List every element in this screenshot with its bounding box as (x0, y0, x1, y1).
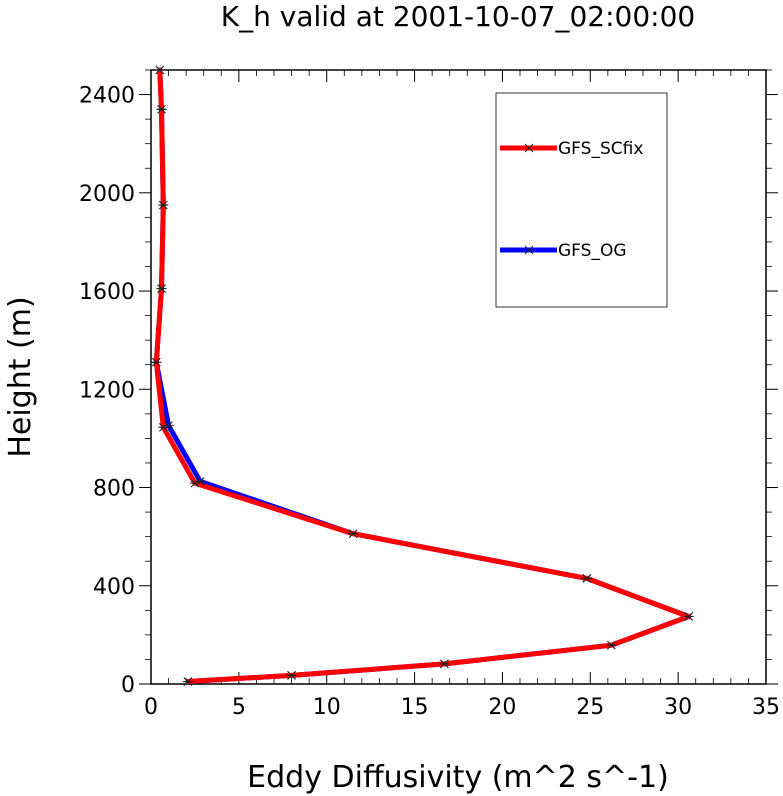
data-point (158, 200, 169, 210)
x-tick-label: 25 (576, 695, 604, 720)
legend-box (495, 92, 668, 308)
data-point (151, 357, 162, 367)
y-axis-label: Height (m) (3, 296, 38, 457)
x-tick-label: 0 (144, 695, 158, 720)
x-tick-label: 10 (313, 695, 341, 720)
legend-label-gfs_scfix: GFS_SCfix (558, 139, 643, 159)
y-tick-label: 0 (121, 673, 135, 698)
axis-ticks (139, 69, 778, 685)
data-point (606, 640, 617, 650)
y-tick-label: 1600 (79, 280, 135, 305)
y-tick-label: 1200 (79, 378, 135, 403)
plot-frame (150, 69, 767, 685)
x-tick-label: 5 (232, 695, 246, 720)
legend: GFS_SCfix GFS_OG (495, 92, 668, 308)
series-markers (151, 65, 694, 686)
data-point (195, 477, 206, 486)
legend-marker (524, 143, 534, 153)
chart-title: K_h valid at 2001-10-07_02:00:00 (221, 0, 695, 33)
data-point (156, 104, 167, 114)
axis-tick-labels: 0 5 10 15 20 25 30 35 0 400 800 1200 1600 2000 2400 (79, 84, 780, 720)
data-point (581, 574, 592, 583)
x-tick-label: 30 (664, 695, 692, 720)
series-line-gfs_og (153, 67, 692, 684)
y-tick-label: 2000 (79, 182, 135, 207)
data-point (439, 659, 450, 669)
x-tick-label: 15 (401, 695, 429, 720)
y-tick-label: 400 (93, 575, 135, 600)
point-cross (524, 245, 534, 255)
data-point (348, 529, 359, 539)
data-point (286, 671, 297, 680)
legend-marker (524, 245, 534, 255)
y-tick-label: 800 (93, 477, 135, 502)
legend-label-gfs_og: GFS_OG (558, 241, 627, 261)
data-point (182, 677, 193, 686)
series-line-gfs_scfix (153, 67, 692, 684)
x-tick-label: 20 (488, 695, 516, 720)
data-point (163, 421, 174, 430)
x-axis-label: Eddy Diffusivity (m^2 s^-1) (247, 760, 669, 795)
x-tick-label: 35 (752, 695, 780, 720)
data-point (683, 612, 694, 621)
data-point (154, 65, 165, 75)
data-point (156, 284, 167, 293)
point-cross (524, 143, 534, 153)
series-lines (153, 67, 692, 684)
y-tick-label: 2400 (79, 84, 135, 109)
